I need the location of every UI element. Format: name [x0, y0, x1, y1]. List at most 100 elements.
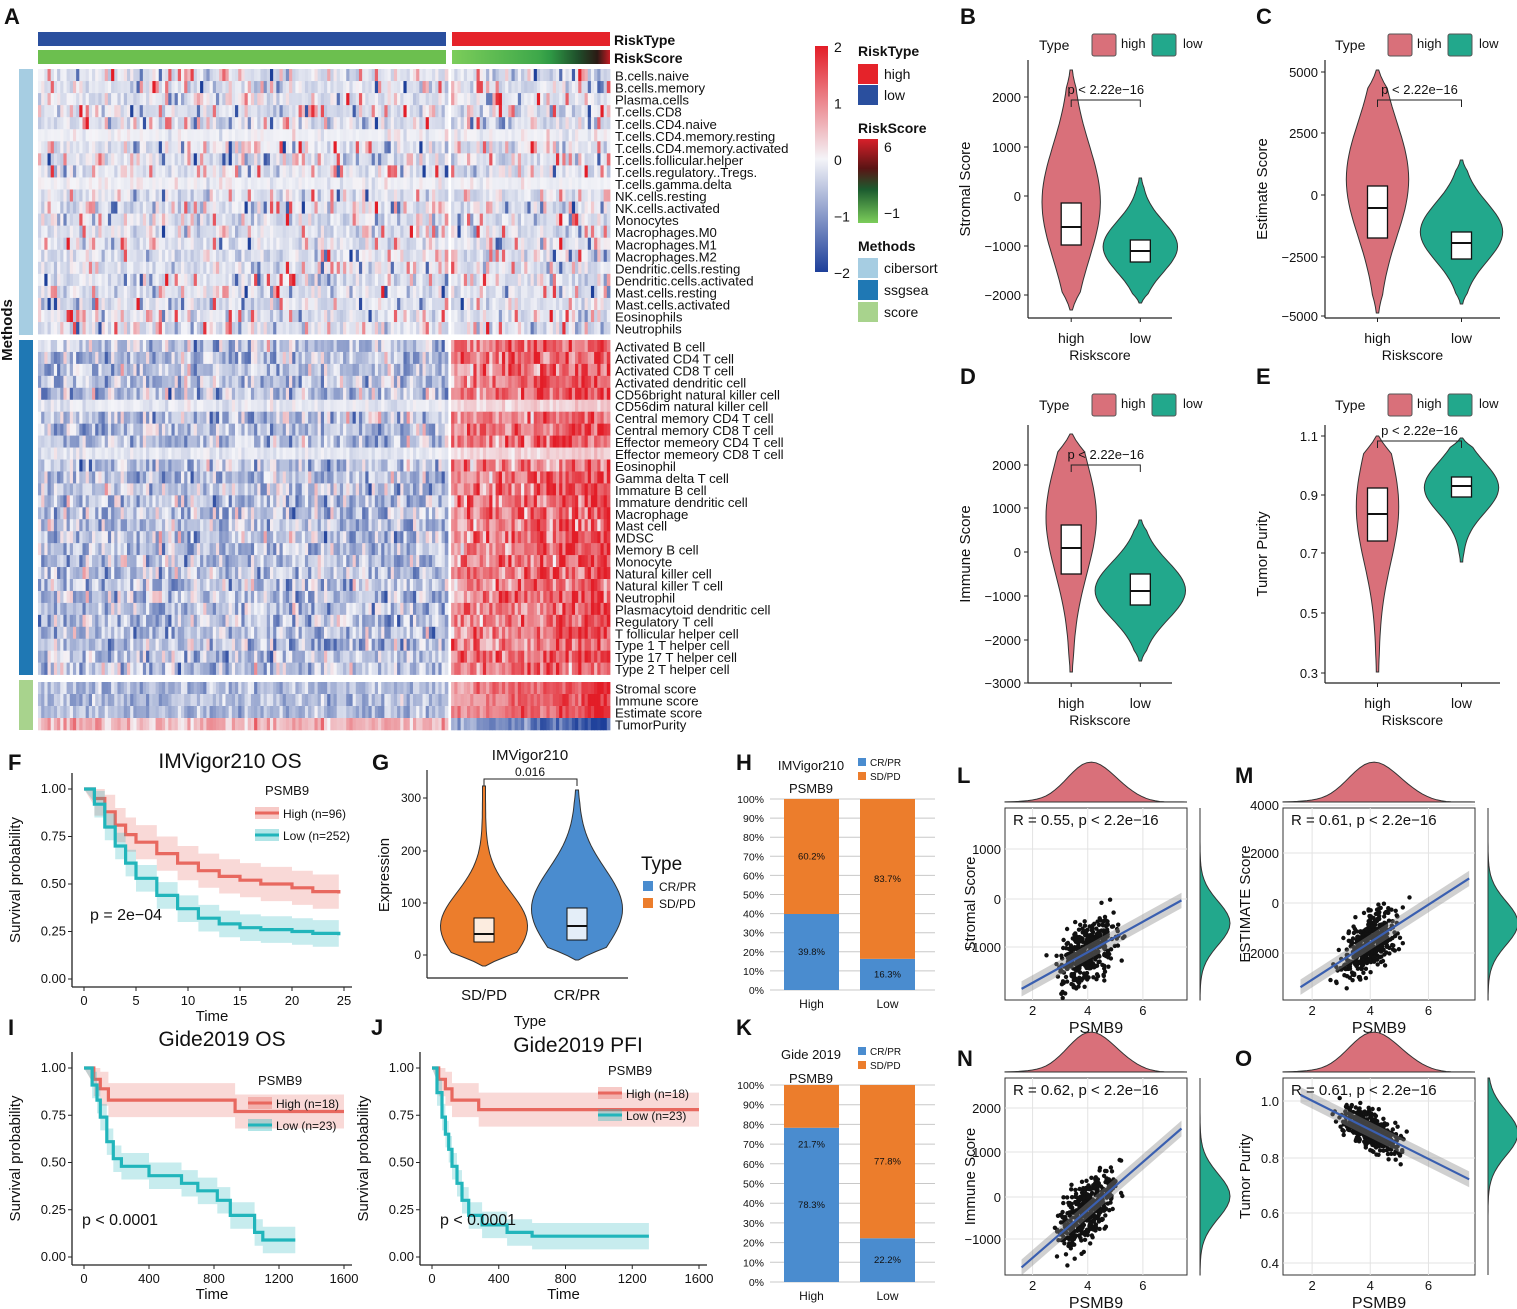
heatmap-cell [454, 297, 458, 311]
heatmap-cell [269, 153, 274, 166]
heatmap-cell [285, 375, 290, 389]
heatmap-cell [530, 375, 535, 389]
heatmap-cell [301, 340, 306, 353]
heatmap-cell [158, 261, 163, 275]
heatmap-cell [419, 310, 423, 323]
heatmap-cell [111, 285, 115, 299]
heatmap-cell [203, 141, 207, 154]
heatmap-cell [139, 310, 144, 323]
heatmap-cell [362, 399, 366, 412]
heatmap-cell [327, 297, 331, 311]
heatmap-cell [511, 261, 516, 275]
heatmap-cell [552, 165, 557, 178]
heatmap-cell [57, 93, 61, 106]
heatmap-cell [600, 285, 605, 299]
heatmap-cell [231, 105, 236, 118]
heatmap-cell [441, 261, 446, 275]
heatmap-cell [505, 177, 509, 190]
heatmap-cell [282, 340, 287, 353]
heatmap-cell [479, 153, 484, 166]
heatmap-cell [473, 93, 477, 106]
heatmap-cell [470, 322, 474, 335]
heatmap-cell [50, 81, 55, 94]
heatmap-cell [111, 129, 115, 142]
heatmap-cell [444, 237, 449, 251]
heatmap-cell [505, 363, 509, 377]
heatmap-cell [371, 310, 376, 323]
heatmap-cell [441, 93, 446, 106]
heatmap-cell [126, 340, 131, 353]
heatmap-cell [365, 129, 369, 142]
heatmap-cell [72, 93, 77, 106]
heatmap-cell [606, 225, 611, 238]
heatmap-cell [57, 189, 61, 202]
heatmap-cell [339, 340, 344, 353]
heatmap-cell [320, 261, 325, 275]
heatmap-cell [244, 340, 249, 353]
heatmap-cell [492, 249, 496, 263]
heatmap-cell [111, 387, 115, 401]
heatmap-cell [594, 129, 598, 142]
heatmap-cell [457, 237, 462, 251]
heatmap-cell [565, 225, 570, 238]
heatmap-cell [565, 81, 570, 94]
heatmap-cell [60, 297, 64, 311]
heatmap-cell [463, 117, 468, 130]
heatmap-cell [69, 69, 74, 82]
heatmap-cell [568, 177, 573, 190]
heatmap-cell [489, 285, 493, 299]
heatmap-cell [101, 105, 106, 118]
heatmap-cell [238, 177, 242, 190]
heatmap-cell [57, 69, 61, 82]
heatmap-cell [333, 225, 338, 238]
heatmap-cell [304, 141, 309, 154]
heatmap-cell [206, 177, 210, 190]
heatmap-cell [517, 387, 522, 401]
heatmap-cell [422, 399, 427, 412]
heatmap-cell [514, 387, 519, 401]
heatmap-cell [263, 69, 268, 82]
heatmap-cell [38, 310, 42, 323]
heatmap-cell [381, 153, 385, 166]
heatmap-cell [336, 201, 341, 214]
heatmap-cell [352, 351, 357, 365]
heatmap-cell [552, 273, 557, 287]
heatmap-cell [422, 165, 427, 178]
heatmap-cell [292, 363, 296, 377]
heatmap-cell [314, 340, 319, 353]
heatmap-cell [511, 117, 516, 130]
heatmap-cell [126, 249, 131, 263]
heatmap-cell [184, 141, 188, 154]
heatmap-cell [114, 177, 118, 190]
heatmap-cell [416, 363, 420, 377]
heatmap-cell [238, 340, 242, 353]
heatmap-cell [126, 213, 131, 226]
heatmap-cell [508, 213, 512, 226]
heatmap-cell [209, 310, 214, 323]
heatmap-cell [289, 351, 293, 365]
heatmap-cell [72, 340, 77, 353]
heatmap-cell [155, 81, 160, 94]
heatmap-cell [225, 285, 230, 299]
heatmap-cell [533, 225, 538, 238]
heatmap-cell [126, 387, 131, 401]
heatmap-cell [219, 399, 223, 412]
heatmap-cell [155, 261, 160, 275]
heatmap-cell [92, 297, 96, 311]
heatmap-cell [304, 249, 309, 263]
heatmap-cell [378, 201, 382, 214]
heatmap-cell [409, 201, 414, 214]
heatmap-cell [146, 399, 150, 412]
heatmap-cell [333, 201, 338, 214]
heatmap-cell [492, 201, 496, 214]
heatmap-cell [228, 69, 233, 82]
heatmap-cell [362, 105, 366, 118]
heatmap-cell [104, 249, 109, 263]
heatmap-cell [505, 141, 509, 154]
heatmap-cell [254, 322, 258, 335]
heatmap-cell [98, 117, 102, 130]
heatmap-cell [222, 249, 226, 263]
heatmap-cell [57, 153, 61, 166]
heatmap-cell [508, 249, 512, 263]
heatmap-cell [114, 213, 118, 226]
